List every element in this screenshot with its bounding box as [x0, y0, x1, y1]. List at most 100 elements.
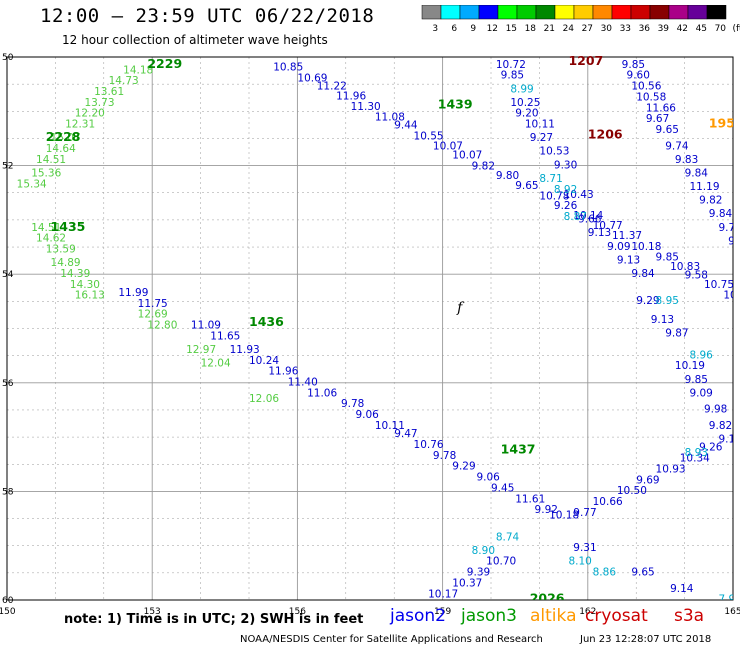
wave-reading: 9.58 [685, 270, 708, 282]
wave-reading: 14.30 [70, 279, 100, 291]
scale-label: 45 [696, 24, 707, 34]
pass-label: 1959 [709, 116, 740, 131]
wave-reading: 9.27 [530, 132, 553, 144]
wave-reading: 13.59 [46, 243, 76, 255]
grid [6, 56, 734, 601]
wave-reading: 10.07 [433, 140, 463, 152]
wave-reading: 10.56 [404, 599, 434, 611]
wave-reading: 9.06 [355, 409, 379, 421]
wave-reading: 8.92 [554, 184, 577, 196]
wave-reading: 11.06 [307, 387, 337, 399]
scale-label: 30 [601, 24, 613, 34]
wave-reading: 10.11 [525, 119, 555, 131]
wave-reading: 11.40 [288, 377, 318, 389]
wave-reading: 11.30 [351, 101, 381, 113]
scale-label: 39 [658, 24, 670, 34]
x-tick-label: 159 [434, 607, 451, 617]
wave-reading: 15.36 [31, 167, 61, 179]
wave-reading: 9.85 [622, 59, 645, 71]
x-tick-label: 162 [579, 607, 596, 617]
wave-reading: 12.69 [138, 309, 168, 321]
x-tick-label: 153 [144, 607, 161, 617]
wave-reading: 10.55 [414, 131, 444, 143]
wave-reading: 9.69 [636, 474, 659, 486]
pass-label: 1206 [588, 126, 623, 141]
wave-reading: 10.18 [631, 241, 661, 253]
wave-reading: 9.26 [554, 200, 578, 212]
wave-reading: 12.20 [75, 108, 105, 120]
wave-reading: 9.85 [656, 252, 679, 264]
wave-reading: 9.06 [476, 472, 500, 484]
wave-reading: 10.56 [631, 81, 661, 93]
scale-label: 70 [715, 24, 727, 34]
wave-reading: 9.65 [631, 567, 654, 579]
wave-reading: 12.06 [249, 393, 279, 405]
scale-label: 21 [544, 24, 555, 34]
pass-label: 2229 [147, 56, 182, 71]
wave-reading: 10.50 [617, 485, 647, 497]
wave-reading: 9.82 [472, 160, 495, 172]
wave-reading: 10.85 [273, 62, 303, 74]
wave-reading: 10.37 [452, 577, 482, 589]
page-subtitle: 12 hour collection of altimeter wave hei… [62, 33, 328, 47]
wave-reading: 9.47 [394, 428, 417, 440]
wave-reading: 10.24 [249, 355, 279, 367]
wave-reading: 15.34 [17, 178, 47, 190]
scale-label: 33 [620, 24, 631, 34]
wave-reading: 9.14 [670, 583, 694, 595]
pass-label: 1207 [568, 53, 603, 68]
wave-reading: 8.71 [539, 173, 562, 185]
scale-label: (ft) [733, 24, 740, 34]
wave-reading: 14.89 [51, 257, 81, 269]
wave-reading: 10.07 [452, 150, 482, 162]
wave-reading: 9.83 [675, 154, 698, 166]
y-tick-label: 52 [2, 162, 13, 172]
wave-reading: 12.97 [186, 344, 216, 356]
wave-reading: 10.77 [593, 220, 623, 232]
wave-reading: 10.93 [656, 463, 686, 475]
wave-reading: 14.62 [36, 233, 66, 245]
wave-reading: 10.43 [564, 189, 594, 201]
wave-reading: 15.07 [51, 132, 81, 144]
pass-label: 1439 [438, 97, 473, 112]
wave-reading: 9.78 [433, 450, 456, 462]
wave-reading: 9.44 [394, 120, 418, 132]
wave-reading: 9.84 [709, 208, 733, 220]
wave-reading: 9.29 [452, 461, 475, 473]
credit-line: NOAA/NESDIS Center for Satellite Applica… [240, 634, 543, 645]
wave-reading: 9.80 [496, 170, 519, 182]
wave-reading: 10.58 [636, 91, 666, 103]
wave-reading: 14.51 [31, 222, 61, 234]
y-tick-label: 60 [2, 596, 14, 606]
wave-reading: 10.53 [539, 146, 569, 158]
wave-reading: 11.99 [118, 287, 148, 299]
readings: 10.8510.6911.2211.9611.3011.089.4410.551… [17, 53, 740, 611]
wave-reading: 14.39 [60, 268, 90, 280]
scale-swatch [706, 5, 727, 20]
wave-reading: 11.37 [612, 230, 642, 242]
wave-reading: 10.70 [486, 556, 516, 568]
wave-reading: 8.87 [564, 211, 587, 223]
wave-reading: 13.73 [84, 97, 114, 109]
y-tick-label: 50 [2, 53, 14, 63]
wave-reading: 10.66 [593, 496, 623, 508]
pass-label: 2026 [530, 591, 565, 606]
wave-reading: 11.75 [138, 298, 168, 310]
wave-reading: 11.65 [210, 330, 240, 342]
wave-reading: 8.95 [656, 295, 679, 307]
wave-reading: 10.83 [670, 261, 700, 273]
wave-reading: 10.17 [428, 588, 458, 600]
timestamp: Jun 23 12:28:07 UTC 2018 [580, 634, 712, 645]
legend-s3a: s3a [674, 606, 705, 626]
wave-reading: 9.65 [515, 180, 538, 192]
wave-reading: 9.87 [665, 328, 688, 340]
wave-reading: 9.85 [685, 374, 708, 386]
scale-label: 27 [582, 24, 593, 34]
marker-glyph: f [456, 300, 465, 316]
wave-reading: 9.65 [656, 124, 679, 136]
scale-label: 36 [639, 24, 651, 34]
wave-reading: 9.13 [718, 434, 740, 446]
legend-cryosat: cryosat [585, 606, 648, 626]
wave-reading: 11.09 [191, 320, 221, 332]
